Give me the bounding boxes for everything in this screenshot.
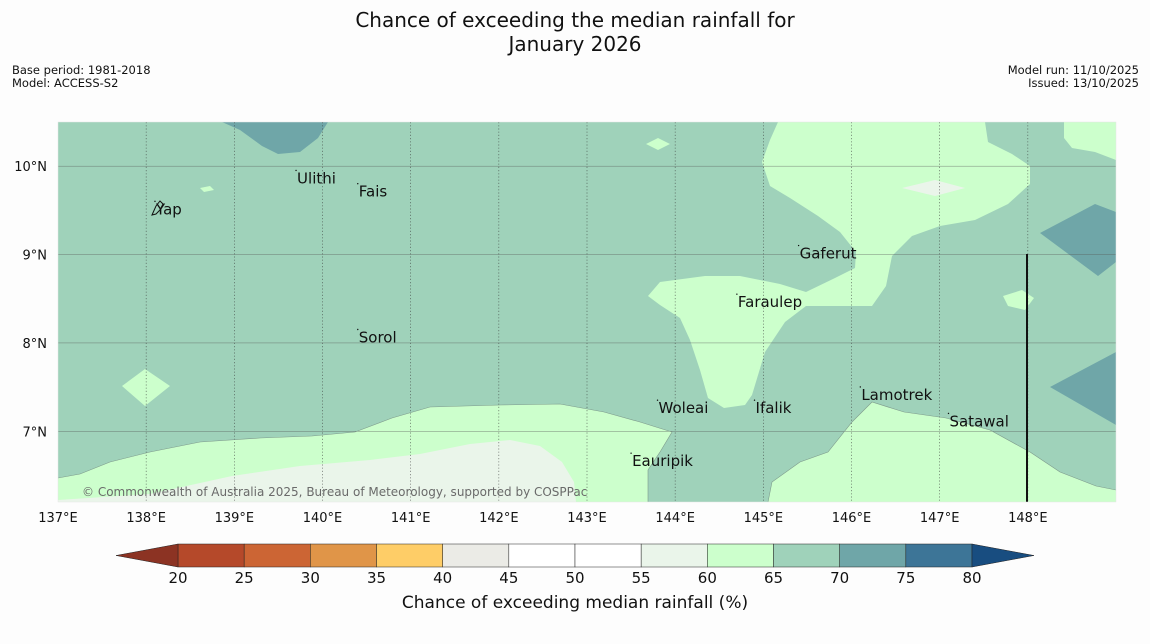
place-marker xyxy=(357,328,359,331)
lon-tick-label: 147°E xyxy=(920,511,960,526)
place-label: Gaferut xyxy=(800,245,857,263)
title-line-2: January 2026 xyxy=(508,32,642,56)
place-label: Lamotrek xyxy=(861,386,932,404)
colorbar-segment xyxy=(442,543,510,568)
lon-tick-label: 140°E xyxy=(303,511,343,526)
colorbar-tick-label: 70 xyxy=(830,569,849,587)
colorbar-label: Chance of exceeding median rainfall (%) xyxy=(401,593,749,613)
lat-tick-label: 7°N xyxy=(23,425,48,440)
lon-tick-label: 137°E xyxy=(38,511,78,526)
colorbar-segment xyxy=(310,543,377,568)
lon-tick-label: 141°E xyxy=(391,511,431,526)
region-60-65-southeast xyxy=(768,402,1116,502)
copyright-text: © Commonwealth of Australia 2025, Bureau… xyxy=(82,485,587,499)
issued-text: Issued: 13/10/2025 xyxy=(1028,76,1139,90)
place-marker xyxy=(656,399,659,401)
yap-island xyxy=(151,200,164,216)
colorbar-segment xyxy=(177,543,245,568)
place-label: Ulithi xyxy=(297,169,336,187)
lon-tick-label: 144°E xyxy=(655,511,695,526)
lon-tick-label: 145°E xyxy=(744,511,784,526)
colorbar-segment xyxy=(839,543,907,568)
place-marker xyxy=(859,386,862,388)
colorbar-tick-label: 35 xyxy=(367,569,386,587)
colorbar-segment xyxy=(376,543,443,568)
lon-tick-label: 148°E xyxy=(1008,511,1048,526)
region-55-60-north xyxy=(902,180,965,196)
colorbar-low-extension xyxy=(115,543,179,568)
colorbar-tick-label: 40 xyxy=(433,569,452,587)
region-60-65-corner xyxy=(1064,122,1116,160)
place-label: Faraulep xyxy=(738,293,802,311)
place-labels: Yap Ulithi Fais Gaferut Faraulep Sorol Lamotre… xyxy=(154,169,1009,470)
colorbar-segment xyxy=(707,543,774,568)
place-marker xyxy=(295,169,297,172)
place-label: Yap xyxy=(155,200,182,218)
region-70-75-east xyxy=(1040,204,1116,276)
colorbar-tick-label: 75 xyxy=(896,569,915,587)
colorbar-segment xyxy=(905,543,973,568)
colorbar-tick-label: 80 xyxy=(962,569,981,587)
title-line-1: Chance of exceeding the median rainfall … xyxy=(355,8,795,32)
colorbar: 20 25 30 35 40 45 50 55 60 65 70 75 80 xyxy=(115,543,1035,587)
colorbar-high-extension xyxy=(971,543,1035,568)
lon-tick-labels: 137°E 138°E 139°E 140°E 141°E 142°E 143°E 144°E… xyxy=(38,511,1047,526)
colorbar-tick-label: 45 xyxy=(499,569,518,587)
colorbar-segment xyxy=(243,543,311,568)
colorbar-tick-label: 30 xyxy=(301,569,320,587)
colorbar-tick-label: 20 xyxy=(168,569,187,587)
colorbar-tick-label: 25 xyxy=(235,569,254,587)
place-label: Ifalik xyxy=(756,399,792,417)
place-marker xyxy=(753,399,756,401)
contour-line-2 xyxy=(767,401,1116,502)
place-marker xyxy=(357,182,359,185)
region-60-65-blob xyxy=(646,138,670,150)
colorbar-segment xyxy=(773,543,840,568)
region-60-65-west xyxy=(122,369,170,406)
place-marker xyxy=(630,452,632,454)
contour-line-1 xyxy=(58,403,673,502)
lon-tick-label: 146°E xyxy=(832,511,872,526)
contour-lines xyxy=(58,401,1116,502)
lon-tick-label: 143°E xyxy=(567,511,607,526)
map-title: Chance of exceeding the median rainfall … xyxy=(0,8,1150,56)
place-marker xyxy=(736,293,738,295)
lon-tick-label: 139°E xyxy=(215,511,255,526)
lat-tick-label: 9°N xyxy=(23,249,48,264)
colorbar-tick-label: 60 xyxy=(698,569,717,587)
place-label: Fais xyxy=(359,183,388,201)
lon-tick-label: 138°E xyxy=(126,511,166,526)
place-marker xyxy=(797,244,800,247)
colorbar-segment xyxy=(640,543,708,568)
region-55-60-south xyxy=(58,440,576,502)
base-period-text: Base period: 1981-2018 xyxy=(12,63,151,77)
region-60-65-islet xyxy=(200,186,214,192)
meta-right: Model run: 11/10/2025 Issued: 13/10/2025 xyxy=(1008,64,1139,90)
place-label: Eauripik xyxy=(632,452,693,470)
meta-left: Base period: 1981-2018 Model: ACCESS-S2 xyxy=(12,64,151,90)
lat-tick-label: 8°N xyxy=(23,337,48,352)
lon-tick-label: 142°E xyxy=(479,511,519,526)
model-text: Model: ACCESS-S2 xyxy=(12,76,119,90)
map-frame xyxy=(57,121,1117,503)
place-marker xyxy=(154,200,156,203)
model-run-text: Model run: 11/10/2025 xyxy=(1007,63,1139,77)
place-label: Woleai xyxy=(659,399,709,417)
lat-tick-label: 10°N xyxy=(14,160,47,175)
region-70-75-southeast xyxy=(1050,352,1116,425)
colorbar-segment xyxy=(574,543,642,568)
place-label: Sorol xyxy=(359,329,397,347)
region-70-75-north xyxy=(222,122,328,154)
colorbar-tick-label: 65 xyxy=(764,569,783,587)
colorbar-segment xyxy=(508,543,576,568)
place-marker xyxy=(947,412,950,415)
lat-tick-labels: 7°N 8°N 9°N 10°N xyxy=(14,160,47,440)
colorbar-tick-label: 50 xyxy=(565,569,584,587)
colorbar-tick-label: 55 xyxy=(632,569,651,587)
place-label: Satawal xyxy=(949,412,1008,430)
